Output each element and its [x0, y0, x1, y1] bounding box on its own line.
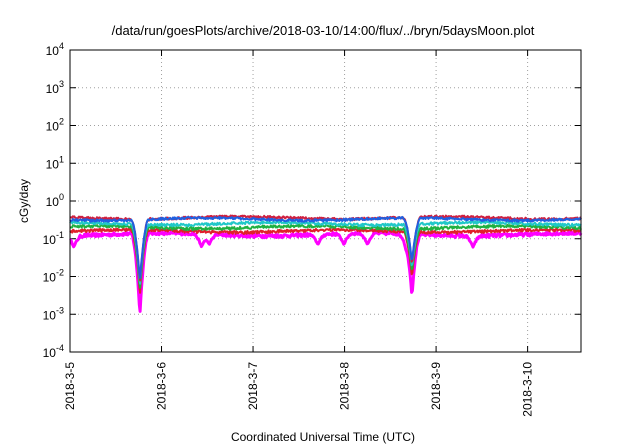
series-line [69, 227, 582, 294]
y-tick-label: 10-1 [43, 230, 64, 247]
x-tick-label: 2018-3-7 [246, 362, 260, 410]
y-tick-label: 100 [46, 192, 64, 209]
x-tick-label: 2018-3-10 [521, 362, 535, 417]
y-axis: 10-4 10-3 10-2 10-1 100 101 102 103 104 [43, 41, 581, 360]
y-axis-label: cGy/day [17, 179, 31, 223]
series-line [69, 230, 583, 313]
y-tick-label: 104 [46, 41, 64, 58]
x-tick-label: 2018-3-6 [155, 362, 169, 410]
x-tick-label: 2018-3-8 [338, 362, 352, 410]
y-tick-label: 10-4 [43, 343, 64, 360]
y-tick-label: 102 [46, 117, 64, 134]
series-line [69, 220, 582, 285]
y-tick-label: 10-2 [43, 268, 64, 285]
y-tick-label: 101 [46, 154, 64, 171]
plot-frame [69, 49, 582, 353]
chart-title: /data/run/goesPlots/archive/2018-03-10/1… [112, 23, 535, 38]
y-tick-label: 103 [46, 79, 64, 96]
series-line [69, 215, 582, 279]
series-line [69, 223, 582, 289]
x-axis: 2018-3-5 2018-3-6 2018-3-7 2018-3-8 2018-3-9… [63, 50, 535, 417]
x-tick-label: 2018-3-5 [63, 362, 77, 410]
y-tick-label: 10-3 [43, 305, 64, 322]
series-group [69, 214, 583, 313]
x-axis-label: Coordinated Universal Time (UTC) [231, 430, 415, 444]
grid [69, 50, 581, 352]
x-tick-label: 2018-3-9 [429, 362, 443, 410]
